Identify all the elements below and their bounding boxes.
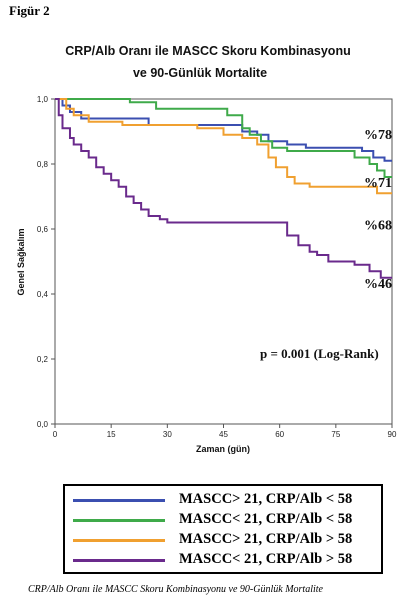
final-percent-label: %68	[364, 218, 392, 233]
y-tick-label: 0,2	[37, 355, 49, 364]
y-tick-label: 1,0	[37, 95, 49, 104]
final-percent-labels: %78 %71 %68 %46	[364, 128, 392, 292]
y-tick-label: 0,4	[37, 290, 49, 299]
figure-caption: CRP/Alb Oranı ile MASCC Skoru Kombinasyo…	[28, 584, 323, 595]
series-line-3	[55, 98, 392, 279]
y-axis-label: Genel Sağkalım	[16, 228, 26, 295]
y-ticks: 0,0 0,2 0,4 0,6 0,8 1,0	[37, 95, 55, 429]
legend-swatch	[73, 559, 165, 562]
x-tick-label: 30	[163, 430, 172, 439]
x-tick-label: 60	[275, 430, 284, 439]
x-tick-label: 90	[388, 430, 397, 439]
survival-chart: CRP/Alb Oranı ile MASCC Skoru Kombinasyo…	[16, 44, 397, 454]
legend-label: MASCC< 21, CRP/Alb > 58	[179, 551, 353, 567]
legend-label: MASCC> 21, CRP/Alb < 58	[179, 491, 353, 507]
figure-label: Figür 2	[9, 3, 50, 18]
series-line-1	[55, 98, 392, 178]
x-ticks: 0 15 30 45 60 75 90	[53, 424, 397, 439]
series-line-2	[55, 98, 392, 195]
x-tick-label: 0	[53, 430, 58, 439]
legend-item-orange: MASCC> 21, CRP/Alb > 58	[73, 530, 383, 550]
x-tick-label: 15	[107, 430, 116, 439]
legend-label: MASCC> 21, CRP/Alb > 58	[179, 531, 353, 547]
series-line-0	[55, 98, 392, 162]
legend-swatch	[73, 519, 165, 522]
final-percent-label: %46	[364, 277, 392, 292]
series-lines	[55, 98, 392, 279]
x-tick-label: 75	[331, 430, 340, 439]
legend: MASCC> 21, CRP/Alb < 58 MASCC< 21, CRP/A…	[63, 484, 383, 574]
y-tick-label: 0,8	[37, 160, 49, 169]
x-axis-label: Zaman (gün)	[196, 444, 250, 454]
final-percent-label: %71	[364, 176, 392, 191]
log-rank-annotation: p = 0.001 (Log-Rank)	[260, 346, 379, 361]
x-tick-label: 45	[219, 430, 228, 439]
legend-item-purple: MASCC< 21, CRP/Alb > 58	[73, 550, 383, 570]
final-percent-label: %78	[364, 128, 392, 143]
legend-swatch	[73, 539, 165, 542]
chart-title-line1: CRP/Alb Oranı ile MASCC Skoru Kombinasyo…	[65, 44, 350, 58]
legend-item-blue: MASCC> 21, CRP/Alb < 58	[73, 490, 383, 510]
legend-item-green: MASCC< 21, CRP/Alb < 58	[73, 510, 383, 530]
legend-label: MASCC< 21, CRP/Alb < 58	[179, 511, 353, 527]
legend-swatch	[73, 499, 165, 502]
y-tick-label: 0,0	[37, 420, 49, 429]
chart-title-line2: ve 90-Günlük Mortalite	[133, 66, 267, 80]
y-tick-label: 0,6	[37, 225, 49, 234]
